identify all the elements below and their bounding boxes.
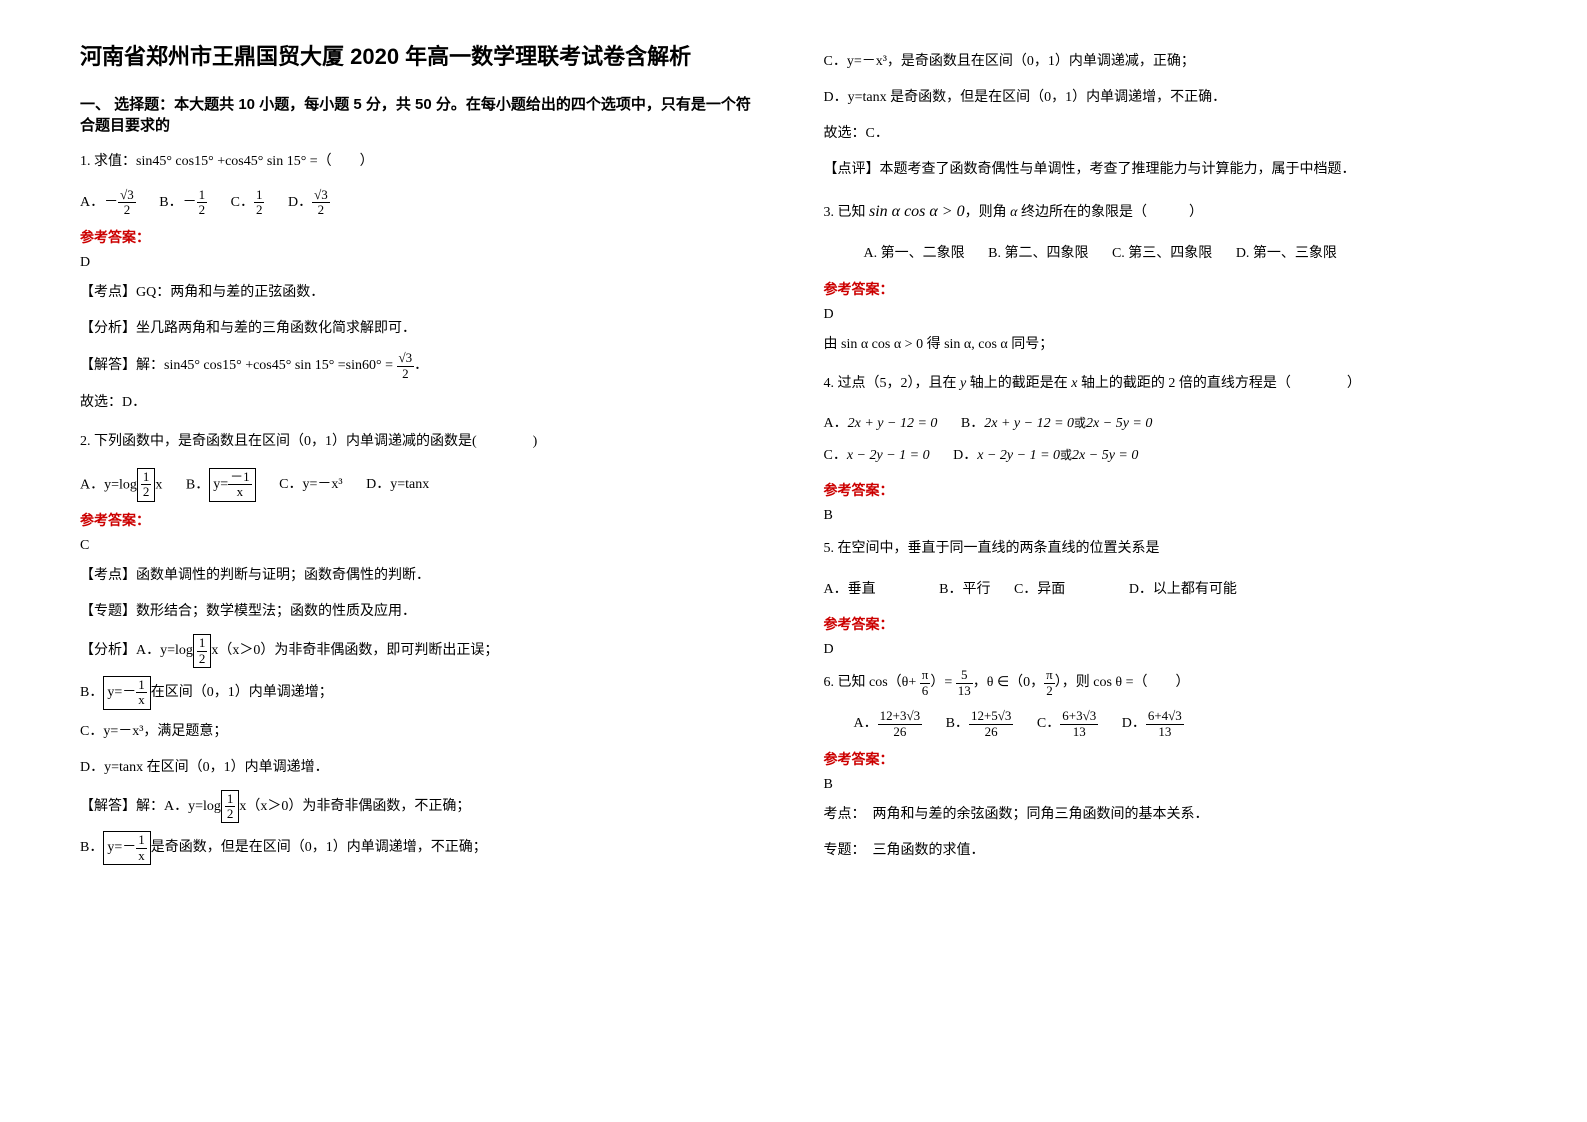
q3-opt-c: C. 第三、四象限 [1112, 239, 1212, 270]
q4-options-row2: C．x − 2y − 1 = 0 D．x − 2y − 1 = 0或2x − 5… [824, 441, 1508, 472]
q1-opt-b: B．－12 [159, 188, 207, 219]
q2-opt-a: A．y=log12x [80, 468, 162, 503]
q4-opt-b: B．2x + y − 12 = 0或2x − 5y = 0 [961, 409, 1152, 440]
q3-options: A. 第一、二象限 B. 第二、四象限 C. 第三、四象限 D. 第一、三象限 [824, 239, 1508, 270]
q2-tag-topic: 【专题】数形结合；数学模型法；函数的性质及应用． [80, 598, 764, 626]
question-2: 2. 下列函数中，是奇函数且在区间（0，1）内单调递减的函数是( ) [80, 427, 764, 458]
right-column: C．y=－x³，是奇函数且在区间（0，1）内单调递减，正确； D．y=tanx … [794, 40, 1538, 1082]
q6-topic: 专题： 三角函数的求值． [824, 837, 1508, 865]
q5-opt-c: C．异面 [1014, 575, 1065, 606]
q5-opt-a: A．垂直 [824, 575, 876, 606]
q3-answer-label: 参考答案： [824, 279, 1508, 299]
q1-tag-analysis: 【分析】坐几路两角和与差的三角函数化简求解即可． [80, 315, 764, 343]
question-5: 5. 在空间中，垂直于同一直线的两条直线的位置关系是 [824, 534, 1508, 565]
q2-tag-point: 【考点】函数单调性的判断与证明；函数奇偶性的判断． [80, 562, 764, 590]
q1-answer: D [80, 255, 764, 271]
section-1-heading: 一、 选择题：本大题共 10 小题，每小题 5 分，共 50 分。在每小题给出的… [80, 93, 764, 135]
q5-opt-b: B．平行 [939, 575, 990, 606]
q3-opt-a: A. 第一、二象限 [864, 239, 965, 270]
q4-opt-c: C．x − 2y − 1 = 0 [824, 441, 930, 472]
question-3: 3. 已知 sin α cos α > 0，则角 α 终边所在的象限是（ ） [824, 194, 1508, 229]
q6-opt-a: A．12+3√326 [854, 709, 923, 740]
q2-options: A．y=log12x B．y=－1x C．y=－x³ D．y=tanx [80, 468, 764, 503]
q6-answer: B [824, 777, 1508, 793]
q3-solution: 由 sin α cos α > 0 得 sin α, cos α 同号； [824, 331, 1508, 359]
q2-solution-d: D．y=tanx 是奇函数，但是在区间（0，1）内单调递增，不正确． [824, 84, 1508, 112]
q4-answer: B [824, 508, 1508, 524]
q2-stem: 2. 下列函数中，是奇函数且在区间（0，1）内单调递减的函数是( ) [80, 434, 537, 449]
exam-page: 河南省郑州市王鼎国贸大厦 2020 年高一数学理联考试卷含解析 一、 选择题：本… [0, 0, 1587, 1122]
q6-opt-c: C．6+3√313 [1037, 709, 1098, 740]
q2-solution-c: C．y=－x³，是奇函数且在区间（0，1）内单调递减，正确； [824, 48, 1508, 76]
q3-opt-b: B. 第二、四象限 [988, 239, 1088, 270]
q1-options: A．－√32 B．－12 C．12 D．√32 [80, 188, 764, 219]
q5-stem: 5. 在空间中，垂直于同一直线的两条直线的位置关系是 [824, 541, 1160, 556]
q2-pick: 故选：C． [824, 120, 1508, 148]
q1-pick: 故选：D． [80, 389, 764, 417]
q3-opt-d: D. 第一、三象限 [1236, 239, 1337, 270]
q6-point: 考点： 两角和与差的余弦函数；同角三角函数间的基本关系． [824, 801, 1508, 829]
question-4: 4. 过点（5，2），且在 y 轴上的截距是在 x 轴上的截距的 2 倍的直线方… [824, 369, 1508, 400]
q6-opt-d: D．6+4√313 [1122, 709, 1184, 740]
q2-solution-b: B．y=－1x是奇函数，但是在区间（0，1）内单调递增，不正确； [80, 831, 764, 865]
q1-solution: 【解答】解：sin45° cos15° +cos45° sin 15° =sin… [80, 351, 764, 381]
q1-opt-d: D．√32 [288, 188, 330, 219]
q2-opt-c: C．y=－x³ [279, 470, 342, 501]
q4-opt-d: D．x − 2y − 1 = 0或2x − 5y = 0 [953, 441, 1138, 472]
q5-opt-d: D．以上都有可能 [1129, 575, 1237, 606]
q1-tag-point: 【考点】GQ：两角和与差的正弦函数． [80, 279, 764, 307]
q2-analysis-b: B．y=－1x在区间（0，1）内单调递增； [80, 676, 764, 710]
question-1: 1. 求值：sin45° cos15° +cos45° sin 15° =（ ） [80, 147, 764, 178]
q1-stem: 1. 求值：sin45° cos15° +cos45° sin 15° =（ ） [80, 154, 374, 169]
q6-options: A．12+3√326 B．12+5√326 C．6+3√313 D．6+4√31… [824, 709, 1508, 740]
q5-answer: D [824, 642, 1508, 658]
q2-analysis-c: C．y=－x³，满足题意； [80, 718, 764, 746]
q3-answer: D [824, 307, 1508, 323]
q2-analysis-d: D．y=tanx 在区间（0，1）内单调递增． [80, 754, 764, 782]
q2-comment: 【点评】本题考查了函数奇偶性与单调性，考查了推理能力与计算能力，属于中档题． [824, 156, 1508, 184]
q2-answer-label: 参考答案： [80, 510, 764, 530]
q6-opt-b: B．12+5√326 [946, 709, 1014, 740]
q5-options: A．垂直 B．平行 C．异面 D．以上都有可能 [824, 575, 1508, 606]
q1-answer-label: 参考答案： [80, 227, 764, 247]
document-title: 河南省郑州市王鼎国贸大厦 2020 年高一数学理联考试卷含解析 [80, 40, 764, 73]
q5-answer-label: 参考答案： [824, 614, 1508, 634]
q4-answer-label: 参考答案： [824, 480, 1508, 500]
q2-solution-a: 【解答】解：A．y=log12x（x＞0）为非奇非偶函数，不正确； [80, 790, 764, 824]
q2-analysis-a: 【分析】A．y=log12x（x＞0）为非奇非偶函数，即可判断出正误； [80, 634, 764, 668]
q1-opt-c: C．12 [231, 188, 265, 219]
q6-answer-label: 参考答案： [824, 749, 1508, 769]
left-column: 河南省郑州市王鼎国贸大厦 2020 年高一数学理联考试卷含解析 一、 选择题：本… [50, 40, 794, 1082]
q4-options-row1: A．2x + y − 12 = 0 B．2x + y − 12 = 0或2x −… [824, 409, 1508, 440]
q1-opt-a: A．－√32 [80, 188, 136, 219]
q2-answer: C [80, 538, 764, 554]
q4-opt-a: A．2x + y − 12 = 0 [824, 409, 938, 440]
question-6: 6. 已知 cos（θ+ π6）= 513，θ ∈（0，π2），则 cos θ … [824, 668, 1508, 699]
q2-opt-b: B．y=－1x [186, 468, 256, 503]
q2-opt-d: D．y=tanx [366, 470, 429, 501]
